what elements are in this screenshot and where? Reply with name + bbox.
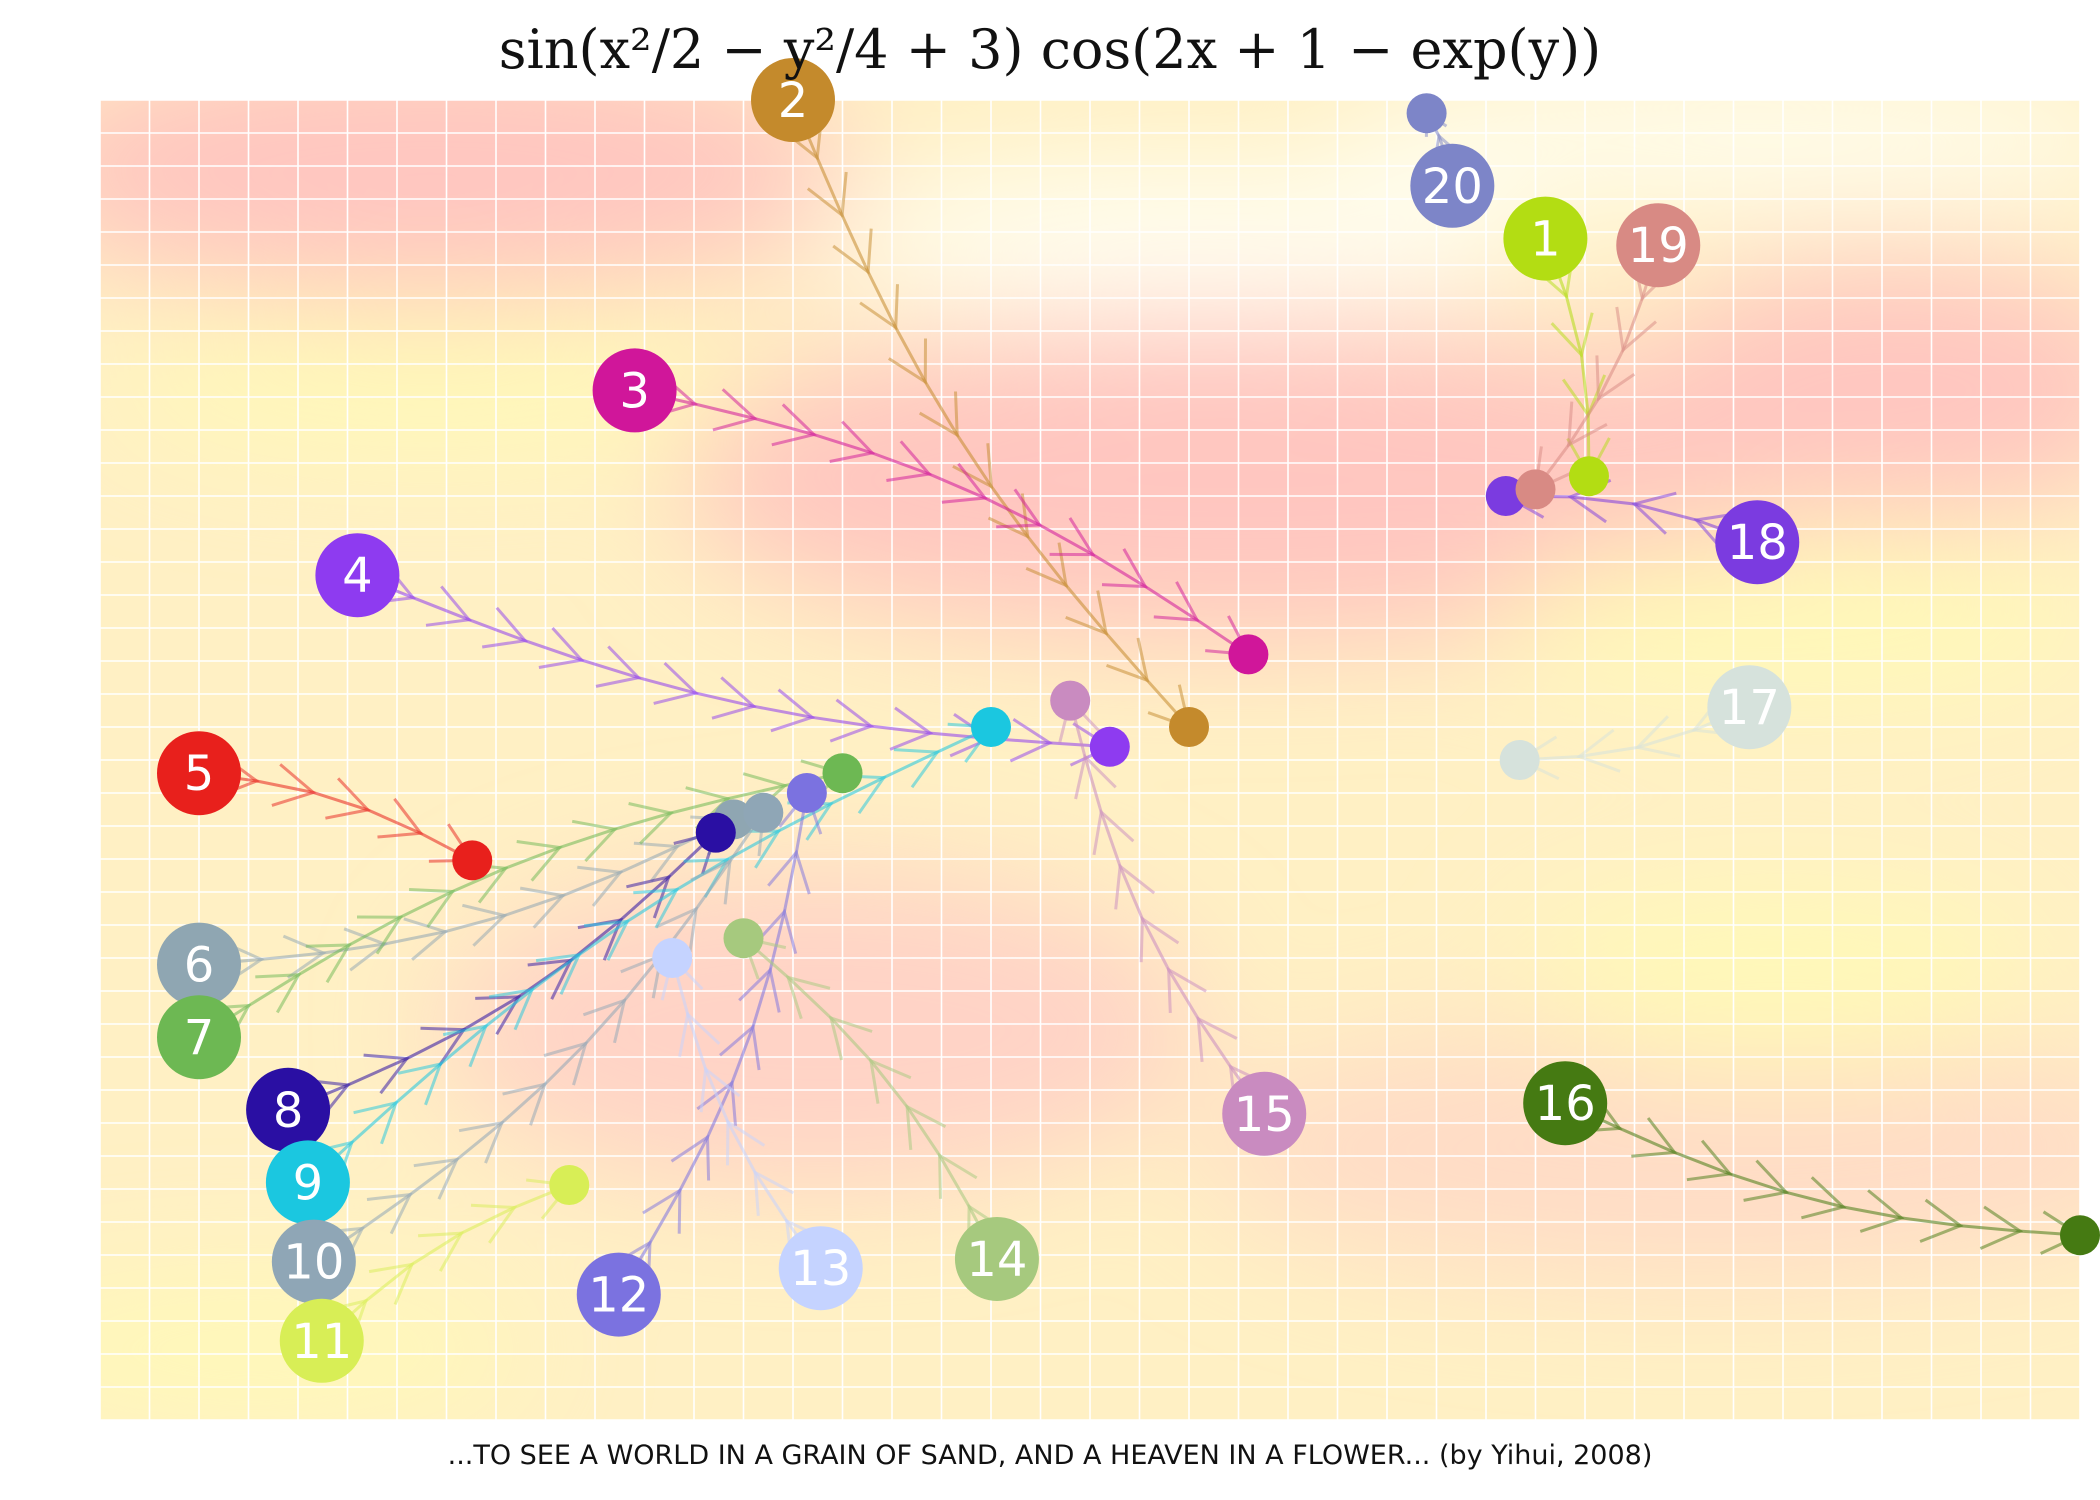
node-label-8: 8	[273, 1083, 304, 1139]
node-circle-17	[1707, 665, 1792, 750]
endpoint-7	[822, 753, 863, 794]
node-14: 14	[954, 1216, 1039, 1301]
node-circle-14	[954, 1216, 1039, 1301]
node-circle-5	[157, 731, 241, 816]
node-13: 13	[778, 1226, 863, 1311]
node-label-10: 10	[283, 1235, 344, 1291]
grid-lines	[99, 99, 2081, 1421]
node-circle-18	[1715, 500, 1800, 585]
node-label-5: 5	[184, 746, 215, 802]
node-18: 18	[1715, 500, 1800, 585]
trajectory-10	[312, 810, 766, 1268]
node-circle-1	[1503, 196, 1588, 281]
node-9: 9	[265, 1140, 350, 1225]
node-label-2: 2	[778, 73, 809, 129]
endpoint-9	[971, 707, 1011, 747]
node-20: 20	[1410, 143, 1495, 228]
node-circle-12	[576, 1252, 661, 1337]
node-1: 1	[1503, 196, 1588, 281]
node-7: 7	[157, 995, 241, 1080]
node-circle-16	[1523, 1061, 1608, 1146]
node-label-14: 14	[966, 1232, 1027, 1288]
node-12: 12	[576, 1252, 661, 1337]
node-circle-4	[315, 533, 400, 618]
endpoint-17	[1499, 740, 1540, 780]
chart-title: sin(x²/2 − y²/4 + 3) cos(2x + 1 − exp(y)…	[498, 18, 1602, 81]
trajectory-12	[611, 789, 823, 1296]
endpoint-19	[1515, 469, 1556, 510]
node-16: 16	[1523, 1061, 1608, 1146]
node-label-6: 6	[184, 938, 215, 994]
node-10: 10	[271, 1219, 356, 1304]
node-circle-6	[157, 922, 241, 1007]
node-circle-19	[1616, 203, 1701, 288]
endpoint-16	[2060, 1215, 2100, 1256]
node-label-3: 3	[619, 363, 650, 419]
node-label-17: 17	[1719, 680, 1780, 736]
node-5: 5	[157, 731, 241, 816]
node-label-20: 20	[1422, 159, 1483, 215]
endpoint-13	[652, 938, 693, 978]
node-circle-2	[751, 58, 835, 142]
node-label-15: 15	[1234, 1087, 1295, 1143]
endpoint-3	[1228, 634, 1269, 675]
endpoint-8	[695, 812, 736, 853]
endpoint-10	[743, 792, 784, 833]
endpoint-2	[1169, 707, 1209, 747]
node-circle-7	[157, 995, 241, 1080]
node-6: 6	[157, 922, 241, 1007]
node-19: 19	[1616, 203, 1701, 288]
node-endpoints	[452, 93, 2100, 1256]
endpoint-14	[723, 918, 764, 959]
node-circle-9	[265, 1140, 350, 1225]
node-label-13: 13	[790, 1241, 851, 1297]
node-3: 3	[592, 348, 677, 433]
endpoint-4	[1089, 726, 1130, 767]
node-circle-3	[592, 348, 677, 433]
node-label-12: 12	[588, 1268, 649, 1324]
node-circle-8	[246, 1067, 331, 1152]
node-label-7: 7	[184, 1010, 215, 1066]
node-circle-13	[778, 1226, 863, 1311]
node-label-11: 11	[291, 1314, 352, 1370]
trajectory-14	[741, 936, 1007, 1260]
node-label-9: 9	[293, 1155, 324, 1211]
heatmap-shading	[100, 100, 2080, 1420]
trajectory-16	[1564, 1092, 2080, 1255]
endpoint-11	[549, 1165, 590, 1206]
endpoint-1	[1568, 456, 1609, 497]
node-11: 11	[279, 1298, 364, 1383]
node-2: 2	[751, 58, 835, 142]
chart-caption: ...TO SEE A WORLD IN A GRAIN OF SAND, AN…	[447, 1440, 1653, 1471]
node-label-19: 19	[1628, 218, 1689, 274]
node-17: 17	[1707, 665, 1792, 750]
trajectory-15	[1058, 697, 1271, 1115]
node-circle-11	[279, 1298, 364, 1383]
endpoint-15	[1050, 680, 1091, 721]
node-label-1: 1	[1530, 212, 1561, 268]
endpoint-5	[452, 840, 493, 881]
node-circle-20	[1410, 143, 1495, 228]
node-label-4: 4	[342, 548, 373, 604]
endpoint-20	[1406, 93, 1447, 134]
node-circle-15	[1222, 1071, 1307, 1156]
trajectory-4	[356, 563, 1113, 767]
node-8: 8	[246, 1067, 331, 1152]
node-label-16: 16	[1535, 1076, 1596, 1132]
endpoint-12	[786, 773, 827, 813]
node-4: 4	[315, 533, 400, 618]
node-circle-10	[271, 1219, 356, 1304]
node-15: 15	[1222, 1071, 1307, 1156]
node-label-18: 18	[1727, 515, 1788, 571]
